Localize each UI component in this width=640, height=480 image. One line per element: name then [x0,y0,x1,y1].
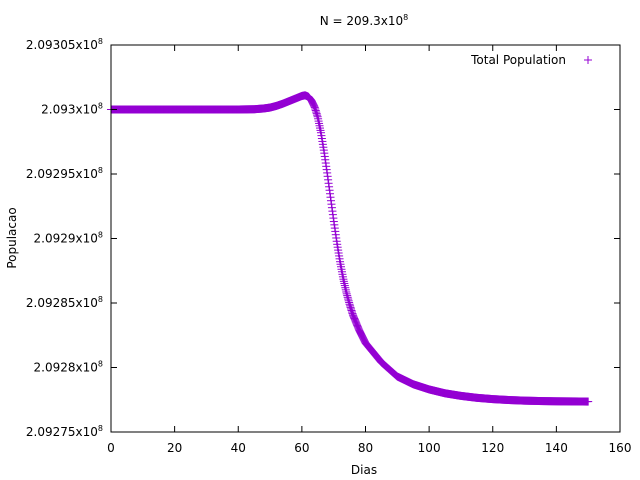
x-tick-label: 140 [545,441,568,455]
x-tick-label: 100 [418,441,441,455]
y-tick-label: 2.093x108 [41,102,103,117]
plot-frame [110,44,621,433]
x-axis-ticks: 0 20 40 60 80 100 120 140 160 [107,45,631,455]
x-tick-label: 120 [481,441,504,455]
legend-label: Total Population [470,53,566,67]
legend-marker-plus-icon [584,56,592,64]
x-tick-label: 40 [231,441,246,455]
chart-title: N = 209.3x108 [320,13,408,28]
y-tick-label: 2.09305x108 [26,37,103,52]
x-tick-label: 160 [609,441,632,455]
y-tick-label: 2.09285x108 [26,295,103,310]
y-axis-label: Populacao [5,207,19,268]
y-tick-label: 2.09275x108 [26,424,103,439]
y-tick-label: 2.0929x108 [34,231,103,246]
data-point [584,397,593,406]
x-tick-label: 80 [358,441,373,455]
y-axis-ticks: 2.09275x108 2.0928x108 2.09285x108 2.0929x1… [26,37,620,439]
x-tick-label: 20 [167,441,182,455]
y-tick-label: 2.0928x108 [34,360,103,375]
y-tick-label: 2.09295x108 [26,166,103,181]
x-axis-label: Dias [351,463,377,477]
legend: Total Population [470,53,592,67]
x-tick-label: 0 [107,441,115,455]
plot-series-total-population [107,91,593,406]
x-tick-label: 60 [294,441,309,455]
